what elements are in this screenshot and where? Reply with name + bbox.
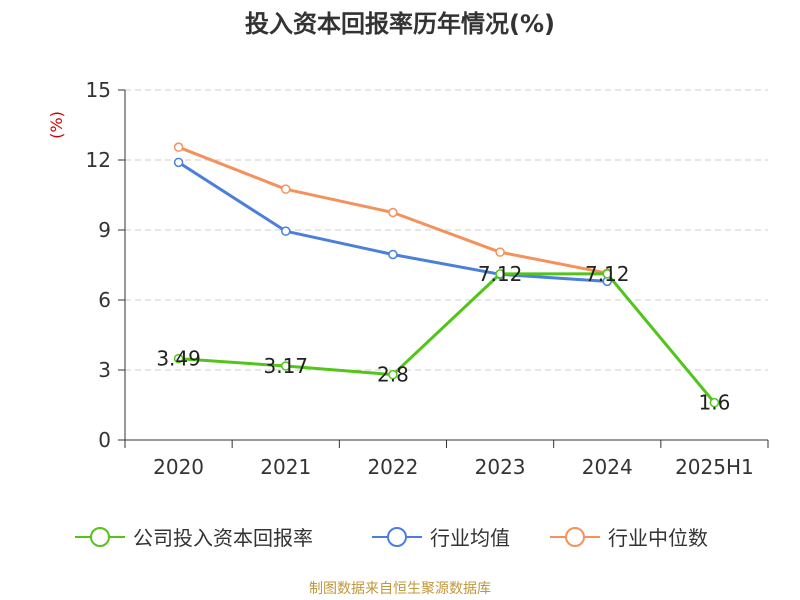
data-point bbox=[495, 247, 505, 257]
series-line bbox=[177, 161, 608, 283]
x-tick-label: 2025H1 bbox=[675, 455, 754, 479]
x-tick-label: 2024 bbox=[582, 455, 633, 479]
y-tick-label: 15 bbox=[86, 78, 111, 102]
x-tick-label: 2020 bbox=[153, 455, 204, 479]
data-point bbox=[281, 361, 291, 371]
data-point bbox=[281, 226, 291, 236]
legend-label: 公司投入资本回报率 bbox=[133, 526, 313, 550]
data-label: 2.8 bbox=[377, 363, 409, 387]
data-point bbox=[602, 269, 612, 279]
y-tick-label: 6 bbox=[98, 288, 111, 312]
data-point bbox=[173, 142, 184, 152]
data-label: 1.6 bbox=[699, 391, 731, 415]
legend-marker bbox=[387, 527, 407, 547]
x-tick-label: 2023 bbox=[475, 455, 526, 479]
legend-label: 行业中位数 bbox=[608, 526, 708, 550]
y-tick-label: 0 bbox=[98, 428, 111, 452]
data-point bbox=[388, 369, 398, 380]
data-point bbox=[281, 184, 291, 194]
series-line bbox=[178, 272, 716, 404]
y-tick-label: 3 bbox=[98, 358, 111, 382]
data-label: 7.12 bbox=[585, 262, 630, 286]
data-point bbox=[388, 249, 398, 260]
data-point bbox=[388, 207, 398, 218]
data-label: 3.17 bbox=[263, 354, 308, 378]
y-tick-label: 9 bbox=[98, 218, 111, 242]
chart-title: 投入资本回报率历年情况(%) bbox=[245, 10, 555, 38]
source-note: 制图数据来自恒生聚源数据库 bbox=[309, 581, 491, 597]
x-tick-label: 2022 bbox=[367, 455, 418, 479]
data-point bbox=[709, 397, 720, 408]
legend-label: 行业均值 bbox=[430, 526, 510, 550]
y-axis-label: (%) bbox=[47, 111, 66, 139]
data-label: 7.12 bbox=[478, 262, 523, 286]
data-point bbox=[173, 353, 184, 364]
data-point bbox=[495, 269, 505, 279]
legend-marker bbox=[90, 527, 110, 547]
data-label: 3.49 bbox=[156, 347, 201, 371]
x-tick-label: 2021 bbox=[260, 455, 311, 479]
legend-marker bbox=[565, 527, 585, 547]
data-point bbox=[173, 157, 184, 168]
y-tick-label: 12 bbox=[86, 148, 111, 172]
